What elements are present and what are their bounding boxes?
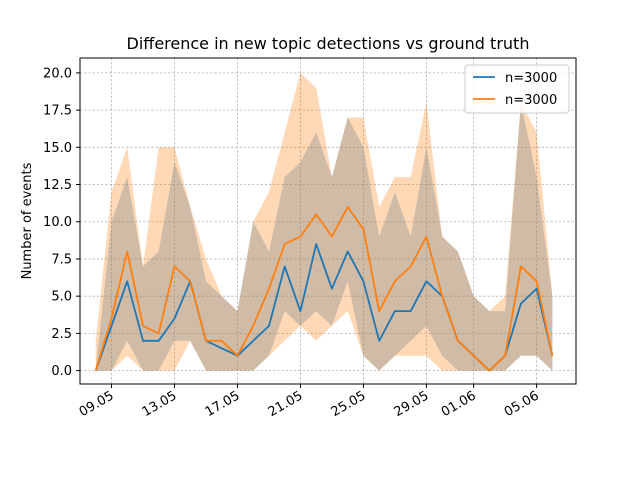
y-tick-label: 7.5 bbox=[51, 252, 72, 267]
y-tick-label: 15.0 bbox=[43, 141, 72, 156]
legend-entry: n=3000 bbox=[505, 93, 557, 108]
legend: n=3000 n=3000 bbox=[464, 64, 570, 114]
plot-area: 0.02.55.07.510.012.515.017.520.009.05 13.… bbox=[43, 57, 577, 420]
series-1-confidence-band bbox=[95, 102, 553, 371]
y-tick-label: 5.0 bbox=[51, 290, 72, 305]
y-tick-label: 0.0 bbox=[51, 364, 72, 379]
series-2-confidence-band bbox=[95, 72, 553, 371]
y-tick-label: 12.5 bbox=[43, 178, 72, 193]
y-tick-label: 17.5 bbox=[43, 104, 72, 119]
series-2-line bbox=[94, 205, 554, 372]
y-tick-label: 20.0 bbox=[43, 66, 72, 81]
chart-title: Difference in new topic detections vs gr… bbox=[127, 34, 530, 53]
y-tick-label: 10.0 bbox=[43, 215, 72, 230]
legend-entry: n=3000 bbox=[505, 71, 557, 86]
y-tick-label: 2.5 bbox=[51, 327, 72, 342]
axes-frame bbox=[79, 57, 577, 385]
y-axis-label: Number of events bbox=[20, 162, 35, 279]
